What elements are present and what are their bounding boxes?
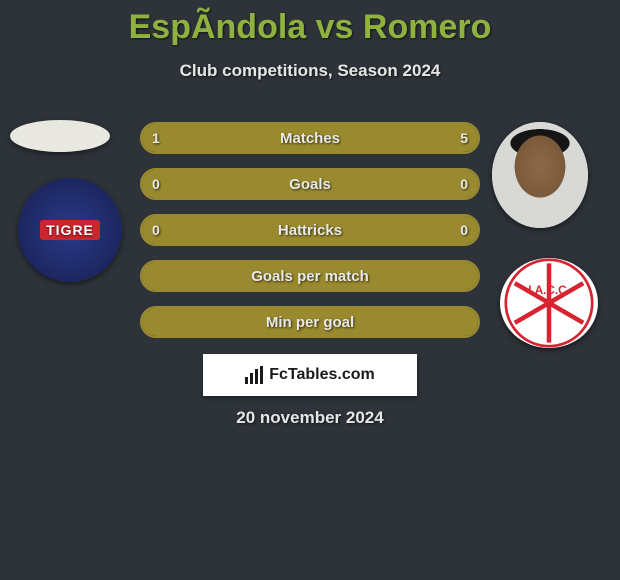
stat-row: 15Matches bbox=[140, 122, 480, 154]
chart-icon bbox=[245, 366, 265, 384]
stats-rows: 15Matches 00Goals 00Hattricks Goals per mat… bbox=[140, 122, 480, 352]
stat-label: Hattricks bbox=[142, 216, 478, 244]
subtitle: Club competitions, Season 2024 bbox=[0, 61, 620, 81]
stat-label: Goals bbox=[142, 170, 478, 198]
player-left-photo bbox=[10, 120, 110, 152]
player-left-club-badge: TIGRE bbox=[18, 178, 122, 282]
stat-label: Goals per match bbox=[142, 262, 478, 290]
face-placeholder-icon bbox=[492, 122, 588, 228]
stat-row: 00Hattricks bbox=[140, 214, 480, 246]
stat-row: 00Goals bbox=[140, 168, 480, 200]
stat-label: Matches bbox=[142, 124, 478, 152]
player-right-photo bbox=[492, 122, 588, 228]
stat-row: Goals per match bbox=[140, 260, 480, 292]
branding-text: FcTables.com bbox=[269, 366, 375, 384]
page-title: EspÃ­ndola vs Romero bbox=[0, 0, 620, 47]
club-badge-text-left: TIGRE bbox=[40, 220, 100, 240]
branding-box: FcTables.com bbox=[203, 354, 417, 396]
player-right-club-badge: I.A.C.C. bbox=[500, 258, 598, 348]
club-badge-text-right: I.A.C.C. bbox=[528, 284, 570, 297]
stat-label: Min per goal bbox=[142, 308, 478, 336]
stat-row: Min per goal bbox=[140, 306, 480, 338]
date-text: 20 november 2024 bbox=[0, 408, 620, 428]
